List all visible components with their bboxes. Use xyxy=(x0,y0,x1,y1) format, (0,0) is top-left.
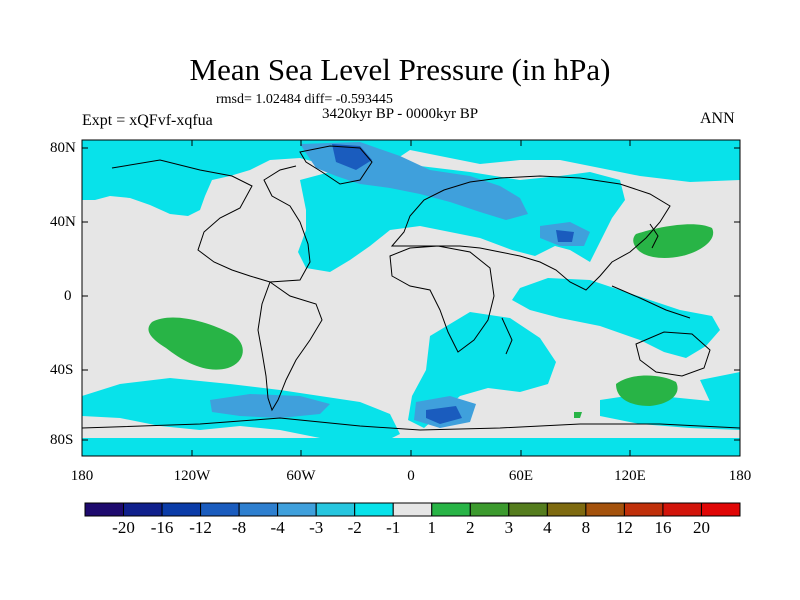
colorbar-label: 1 xyxy=(427,518,437,537)
lon-label-120w: 120W xyxy=(173,468,211,484)
season-label: ANN xyxy=(700,110,735,127)
colorbar-swatch xyxy=(354,502,394,517)
colorbar-swatch xyxy=(277,502,317,517)
colorbar-swatch xyxy=(431,502,471,517)
colorbar-label: 8 xyxy=(581,518,591,537)
period-label: 3420kyr BP - 0000kyr BP xyxy=(322,106,479,122)
colorbar-label: -1 xyxy=(386,518,401,537)
colorbar xyxy=(84,502,741,517)
experiment-label: Expt = xQFvf-xqfua xyxy=(82,112,213,129)
lon-label-180w: 180 xyxy=(70,468,94,484)
colorbar-label: -3 xyxy=(309,518,324,537)
colorbar-swatch xyxy=(84,502,125,517)
colorbar-label: -20 xyxy=(112,518,135,537)
lon-label-120e: 120E xyxy=(614,468,646,484)
colorbar-swatch xyxy=(315,502,356,517)
lon-label-0: 0 xyxy=(407,468,415,484)
colorbar-label: 2 xyxy=(466,518,475,537)
colorbar-swatch xyxy=(469,502,510,517)
lat-label-40s: 40S xyxy=(50,362,74,378)
rmsd-diff-stats: rmsd= 1.02484 diff= -0.593445 xyxy=(216,92,393,107)
colorbar-label: -12 xyxy=(189,518,212,537)
colorbar-label: -4 xyxy=(270,518,285,537)
lon-label-60w: 60W xyxy=(286,468,316,484)
colorbar-label: -2 xyxy=(347,518,362,537)
colorbar-label: -16 xyxy=(150,518,174,537)
lat-label-80n: 80N xyxy=(50,140,76,156)
colorbar-label: 4 xyxy=(543,518,552,537)
colorbar-swatch xyxy=(238,502,279,517)
colorbar-swatch xyxy=(392,502,433,517)
colorbar-label: 16 xyxy=(654,518,672,537)
lat-tick-marks xyxy=(82,147,740,441)
colorbar-label: 12 xyxy=(615,518,633,537)
colorbar-label: 20 xyxy=(692,518,710,537)
colorbar-label: -8 xyxy=(232,518,247,537)
lon-label-180e: 180 xyxy=(728,468,752,484)
lat-label-80s: 80S xyxy=(50,432,74,448)
colorbar-swatch xyxy=(662,502,702,517)
lat-label-40n: 40N xyxy=(50,214,76,230)
colorbar-swatch xyxy=(700,502,741,517)
colorbar-label: 3 xyxy=(504,518,514,537)
map-field xyxy=(82,140,740,456)
negative-anomaly-light xyxy=(82,140,740,456)
lon-label-60e: 60E xyxy=(508,468,534,484)
positive-anomaly-green xyxy=(148,224,714,418)
colorbar-swatch xyxy=(123,502,163,517)
colorbar-swatch xyxy=(161,502,202,517)
colorbar-swatch xyxy=(200,502,240,517)
lat-label-0: 0 xyxy=(64,288,72,304)
colorbar-swatch xyxy=(508,502,548,517)
colorbar-swatch xyxy=(623,502,664,517)
map-title: Mean Sea Level Pressure (in hPa) xyxy=(189,52,611,87)
colorbar-swatch xyxy=(585,502,625,517)
coastlines xyxy=(82,145,740,431)
colorbar-swatch xyxy=(546,502,587,517)
lon-tick-marks xyxy=(81,140,741,456)
